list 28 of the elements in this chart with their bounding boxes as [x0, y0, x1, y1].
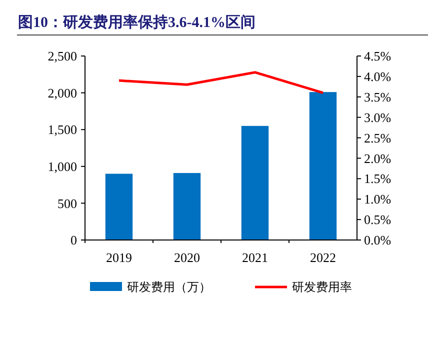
y2-tick-label: 3.0%: [364, 110, 392, 125]
x-tick-label: 2019: [106, 250, 132, 265]
y-tick-label: 1,000: [48, 158, 77, 174]
y2-tick-label: 2.0%: [364, 150, 392, 166]
x-tick-label: 2022: [310, 250, 336, 265]
x-tick-label: 2020: [174, 250, 200, 265]
y2-tick-label: 4.0%: [364, 68, 392, 84]
y2-tick-label: 0.5%: [364, 212, 392, 228]
legend-label: 研发费用率: [292, 280, 352, 294]
chart-title: 图10：研发费用率保持3.6-4.1%区间: [18, 13, 256, 31]
y2-tick-label: 2.5%: [364, 130, 392, 146]
y2-tick-label: 4.5%: [364, 48, 392, 64]
y-tick-label: 0: [70, 232, 77, 248]
line-series: [118, 71, 324, 94]
bar: [309, 92, 337, 240]
y2-tick-label: 3.5%: [364, 89, 392, 104]
y-tick-label: 500: [58, 196, 77, 211]
x-tick-label: 2021: [242, 250, 268, 265]
y-tick-label: 2,500: [48, 48, 77, 64]
y2-tick-label: 1.0%: [364, 192, 392, 207]
legend-label: 研发费用（万）: [127, 280, 211, 294]
y2-tick-label: 1.5%: [364, 171, 392, 186]
bar: [105, 174, 133, 240]
y-tick-label: 2,000: [48, 85, 77, 100]
bar: [173, 173, 201, 240]
y2-tick-label: 0.0%: [364, 232, 392, 248]
bar: [241, 126, 269, 240]
y-tick-label: 1,500: [48, 122, 77, 138]
